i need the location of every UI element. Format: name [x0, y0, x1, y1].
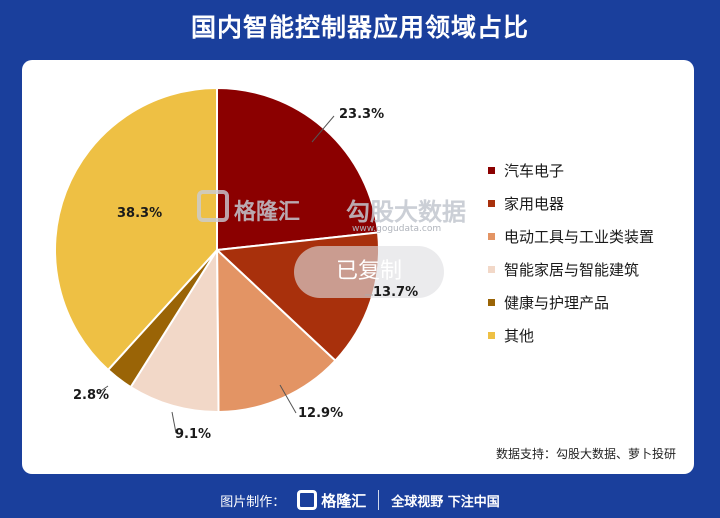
legend-swatch [488, 167, 495, 174]
chart-card: 格隆汇 勾股大数据 www.gogudata.com 已复制 23.3% 13.… [22, 60, 694, 474]
leader-line [171, 411, 177, 434]
legend-swatch [488, 200, 495, 207]
pie-slice-power-tools [215, 247, 337, 414]
pct-label-smart-home: 9.1% [175, 427, 212, 442]
pie-slice-other [54, 86, 218, 372]
legend-swatch [488, 266, 495, 273]
brand-logo-icon [297, 490, 318, 510]
footer-brand: 格隆汇 [321, 491, 367, 510]
legend-label: 汽车电子 [504, 162, 565, 180]
legend-label: 其他 [504, 327, 535, 345]
footer: 图片制作： 格隆汇 全球视野 下注中国 [0, 485, 720, 515]
legend-label: 健康与护理产品 [504, 294, 610, 312]
legend-item: 其他 [488, 319, 654, 352]
pie-chart [54, 86, 380, 434]
legend-item: 家用电器 [488, 187, 654, 220]
legend-label: 电动工具与工业类装置 [504, 228, 655, 246]
pct-label-other: 38.3% [117, 206, 163, 221]
legend-item: 智能家居与智能建筑 [488, 253, 654, 286]
pct-label-health: 2.8% [73, 388, 110, 403]
footer-divider [378, 490, 380, 510]
leader-line [311, 115, 335, 143]
watermark-url: www.gogudata.com [352, 224, 442, 234]
copied-toast: 已复制 [294, 246, 444, 298]
watermark-logo-icon [197, 190, 229, 222]
legend-swatch [488, 299, 495, 306]
pie-slice-car [216, 86, 380, 252]
watermark-brand: 格隆汇 [234, 200, 301, 225]
pct-label-power-tools: 12.9% [298, 406, 344, 421]
pie-slice-smart-home [129, 246, 220, 413]
footer-slogan: 全球视野 下注中国 [391, 494, 500, 510]
data-source: 数据支持：勾股大数据、萝卜投研 [495, 447, 676, 461]
footer-label: 图片制作： [220, 494, 286, 510]
legend-item: 汽车电子 [488, 154, 654, 187]
page-title: 国内智能控制器应用领域占比 [190, 13, 529, 42]
legend-swatch [488, 233, 495, 240]
legend-label: 家用电器 [504, 195, 565, 213]
watermark-text: 勾股大数据 [346, 198, 466, 226]
legend-label: 智能家居与智能建筑 [504, 261, 640, 279]
legend-swatch [488, 332, 495, 339]
pct-label-car: 23.3% [339, 107, 385, 122]
pct-label-home-appliance: 13.7% [373, 285, 419, 300]
leader-line [97, 385, 109, 394]
legend: 汽车电子 家用电器 电动工具与工业类装置 智能家居与智能建筑 健康与护理产品 其… [488, 154, 654, 352]
legend-item: 健康与护理产品 [488, 286, 654, 319]
leader-line [279, 384, 297, 414]
legend-item: 电动工具与工业类装置 [488, 220, 654, 253]
